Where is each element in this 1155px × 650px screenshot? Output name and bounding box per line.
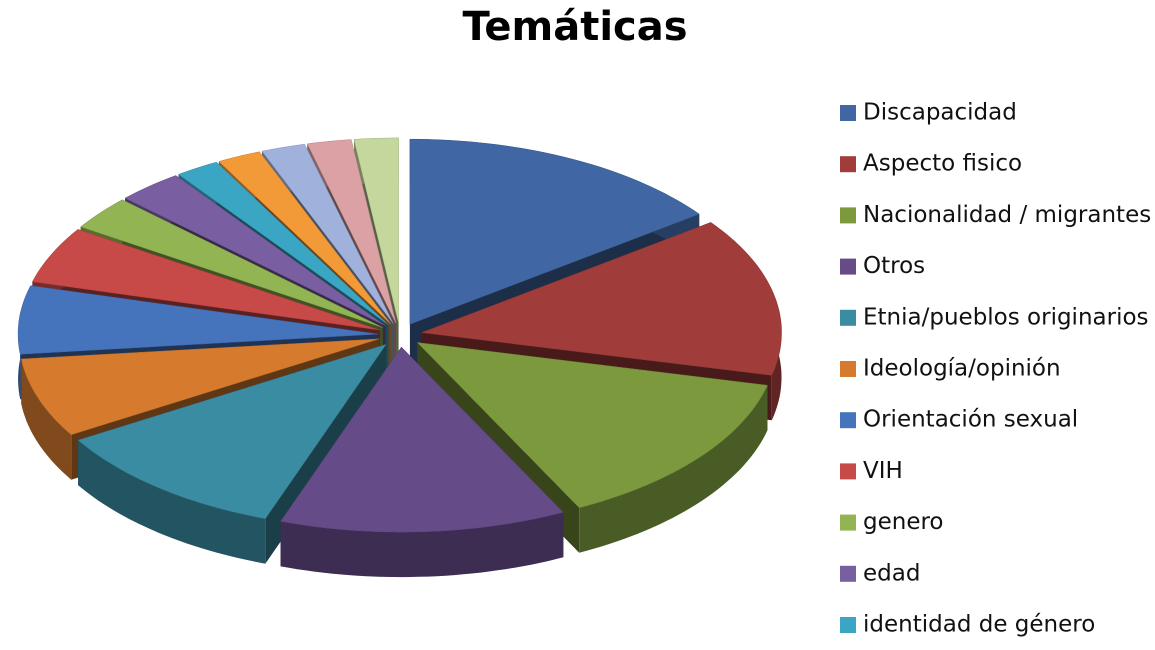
legend-swatch (840, 412, 856, 429)
slice (421, 222, 782, 376)
slice (124, 175, 386, 327)
legend-label: identidad de género (863, 612, 1095, 638)
legend-label: Orientación sexual (863, 407, 1078, 433)
slice (77, 343, 387, 519)
legend-swatch (840, 617, 856, 633)
legend-label: Nacionalidad / migrantes (863, 202, 1151, 228)
legend-swatch (840, 565, 856, 582)
slice (177, 161, 389, 325)
legend-swatch (840, 463, 856, 480)
legend-label: Etnia/pueblos originarios (863, 304, 1149, 330)
slice (416, 342, 768, 508)
legend-label: Ideología/opinión (863, 356, 1061, 382)
legend-label: edad (863, 560, 920, 586)
slice-wall (280, 512, 564, 578)
slice (306, 139, 397, 324)
legend-label: VIH (863, 458, 903, 484)
slice-wall (21, 359, 72, 480)
slice (17, 285, 379, 355)
legend-swatch (840, 309, 856, 326)
legend-swatch (840, 105, 856, 121)
slice-wall (579, 385, 768, 553)
legend-label: genero (863, 509, 944, 535)
slice-wall (78, 440, 266, 564)
slice (80, 199, 383, 328)
slice (353, 137, 399, 323)
slice (20, 338, 380, 435)
legend-swatch (840, 361, 856, 377)
slice (280, 346, 564, 533)
legend-swatch (840, 207, 856, 224)
slice (31, 229, 380, 331)
slice (261, 143, 394, 324)
legend-label: Otros (863, 253, 925, 279)
legend-label: Discapacidad (863, 100, 1017, 126)
legend-swatch (840, 514, 856, 531)
legend-swatch (840, 156, 856, 173)
legend-label: Aspecto fisico (863, 151, 1022, 177)
legend-swatch (840, 258, 856, 275)
slice (218, 151, 391, 325)
slice (409, 138, 700, 325)
chart-title: Temáticas (462, 4, 687, 50)
